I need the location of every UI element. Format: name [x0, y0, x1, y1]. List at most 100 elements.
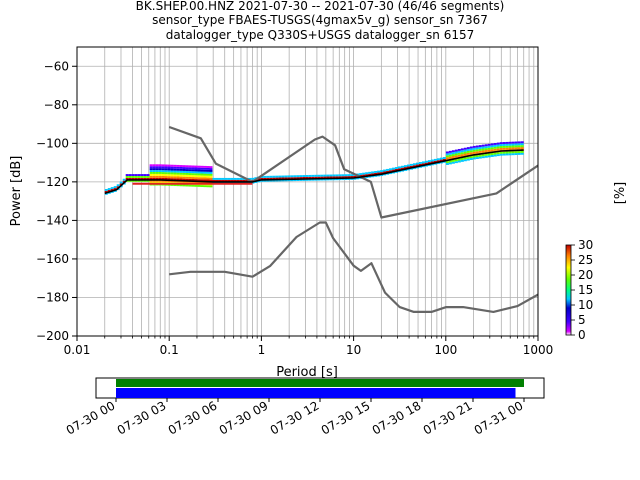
pdf-cell [496, 146, 500, 149]
pdf-cell [439, 161, 443, 164]
pdf-cell [182, 170, 186, 173]
pdf-cell [143, 174, 147, 177]
pdf-cell [445, 155, 449, 158]
pdf-cell [197, 179, 201, 182]
pdf-cell [505, 153, 509, 156]
pdf-cell [284, 175, 288, 178]
pdf-cell [221, 181, 225, 184]
pdf-cell [511, 143, 515, 146]
pdf-cell [155, 164, 159, 167]
colorbar-tick-label: 5 [578, 313, 586, 327]
pdf-cell [329, 176, 333, 179]
pdf-cell [418, 165, 422, 168]
pdf-cell [221, 179, 225, 182]
pdf-cell [197, 169, 201, 172]
pdf-cell [383, 171, 387, 174]
pdf-cell [451, 154, 455, 157]
pdf-cell [143, 176, 147, 178]
availability-tick-label: 07-30 06 [166, 398, 220, 437]
colorbar-tick-label: 25 [578, 253, 593, 267]
pdf-cell [200, 165, 204, 168]
pdf-cell [242, 181, 246, 184]
pdf-cell [412, 167, 416, 170]
pdf-cell [451, 150, 455, 153]
pdf-cell [107, 191, 111, 194]
pdf-cell [493, 144, 497, 147]
pdf-cell [290, 177, 294, 180]
pdf-cell [155, 177, 159, 180]
pdf-cell [149, 175, 153, 178]
pdf-cell [484, 144, 488, 147]
pdf-cell [290, 179, 294, 182]
pdf-cell [152, 172, 156, 174]
pdf-cell [182, 184, 186, 187]
pdf-cell [463, 149, 467, 152]
pdf-cell [386, 172, 390, 175]
pdf-cell [194, 175, 198, 178]
pdf-cell [164, 176, 168, 178]
pdf-cell [368, 175, 372, 178]
pdf-cell [490, 145, 494, 148]
pdf-cell [520, 143, 524, 146]
pdf-cell [218, 177, 222, 180]
pdf-cell [296, 177, 300, 180]
pdf-cell [179, 168, 183, 171]
pdf-cell [433, 158, 437, 161]
pdf-cell [511, 147, 515, 150]
pdf-cell [469, 156, 473, 159]
pdf-cell [209, 166, 213, 169]
availability-tick-label: 07-30 09 [217, 398, 271, 437]
pdf-cell [176, 170, 180, 173]
pdf-cell [347, 178, 351, 180]
pdf-cell [131, 177, 135, 180]
pdf-cell [344, 174, 348, 177]
pdf-cell [514, 145, 518, 148]
pdf-cell [161, 181, 165, 184]
pdf-cell [389, 170, 393, 173]
pdf-cell [143, 179, 147, 182]
pdf-cell [332, 178, 336, 181]
pdf-cell [197, 177, 201, 180]
pdf-cell [182, 176, 186, 179]
pdf-cell [511, 153, 515, 156]
pdf-cell [200, 179, 204, 182]
pdf-cell [203, 179, 207, 182]
pdf-cell [317, 174, 321, 177]
pdf-cell [412, 163, 416, 166]
pdf-cell [140, 179, 144, 182]
pdf-cell [481, 150, 485, 153]
pdf-cell [415, 162, 419, 165]
pdf-cell [155, 170, 159, 173]
pdf-cell [484, 153, 488, 156]
pdf-cell [350, 174, 354, 177]
pdf-cell [203, 185, 207, 188]
pdf-cell [137, 177, 141, 180]
pdf-cell [233, 177, 237, 180]
pdf-cell [158, 181, 162, 184]
pdf-cell [167, 176, 171, 179]
pdf-cell [508, 143, 512, 146]
pdf-cell [206, 185, 210, 188]
pdf-cell [275, 179, 279, 182]
pdf-cell [200, 185, 204, 188]
pdf-cell [487, 149, 491, 152]
pdf-cell [487, 153, 491, 156]
pdf-cell [505, 151, 509, 154]
pdf-cell [380, 174, 384, 176]
pdf-cell [212, 181, 216, 184]
pdf-cell [167, 178, 171, 181]
series-lines [104, 125, 538, 313]
pdf-cell [239, 181, 243, 184]
pdf-cell [263, 177, 267, 180]
pdf-cell [155, 172, 159, 174]
pdf-cell [179, 166, 183, 169]
pdf-cell [203, 173, 207, 176]
pdf-cell [520, 141, 524, 144]
pdf-cell [466, 152, 470, 155]
pdf-cell [167, 172, 171, 175]
pdf-cell [182, 165, 186, 168]
y-tick-label: −120 [36, 175, 69, 189]
pdf-cell [224, 179, 228, 182]
pdf-cell [161, 170, 165, 173]
